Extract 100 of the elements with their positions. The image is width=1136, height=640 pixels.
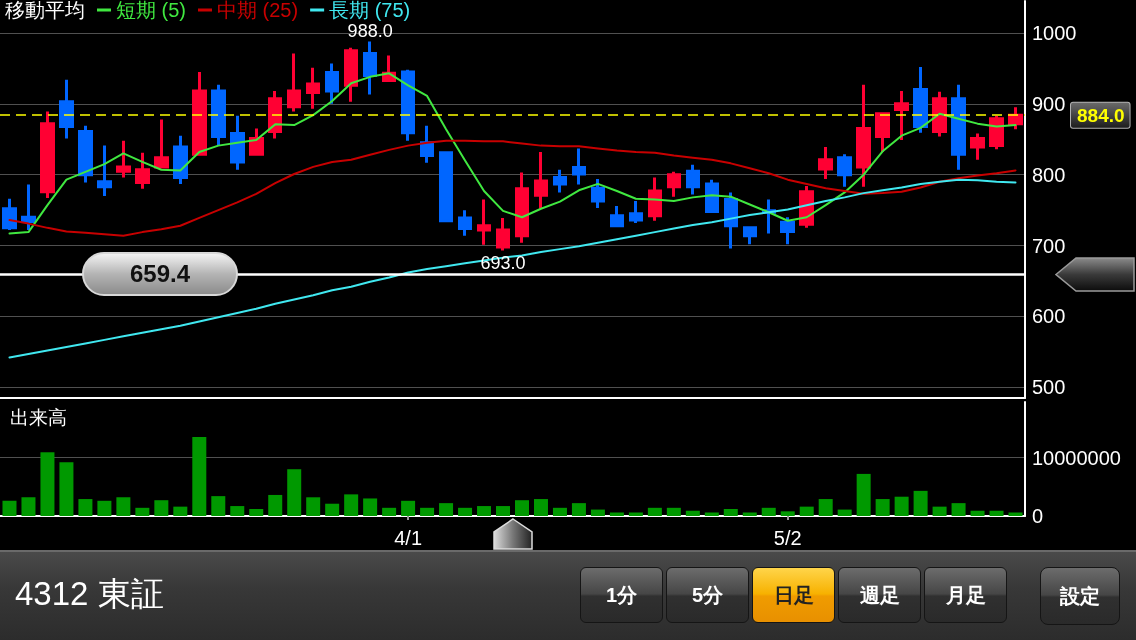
bar — [401, 500, 416, 516]
candlestick — [192, 71, 207, 156]
candlestick — [989, 115, 1004, 150]
annotation: 988.0 — [347, 21, 393, 42]
bar — [533, 499, 548, 516]
bar — [78, 499, 93, 516]
candlestick — [230, 115, 245, 170]
bar — [685, 510, 700, 516]
bar — [704, 512, 719, 516]
button: 1分 — [580, 567, 663, 623]
bar — [1008, 512, 1023, 516]
button: 週足 — [838, 567, 921, 623]
candlestick — [534, 152, 548, 209]
bar — [135, 507, 150, 516]
bar — [590, 509, 605, 516]
bar — [723, 508, 738, 516]
bar — [894, 496, 909, 516]
bar — [344, 494, 359, 516]
text: 4312 東証 — [15, 574, 164, 614]
line-series — [8, 72, 1017, 235]
candlestick — [610, 205, 624, 228]
bar — [97, 500, 112, 516]
bar — [875, 499, 890, 516]
candlestick — [951, 84, 966, 170]
candlestick — [344, 47, 358, 102]
candlestick — [477, 199, 491, 245]
candlestick — [686, 164, 700, 195]
candlestick — [932, 91, 947, 137]
bar — [230, 506, 245, 516]
bar — [742, 512, 757, 516]
candlestick — [78, 125, 93, 183]
bar — [989, 510, 1004, 516]
y-tick-label: 500 — [1032, 376, 1066, 399]
x-tick-label: 5/2 — [773, 527, 802, 549]
candlestick — [211, 84, 226, 145]
bar — [211, 496, 226, 516]
candlestick — [875, 112, 890, 152]
candlestick — [894, 91, 909, 140]
bar — [799, 506, 814, 516]
candlestick — [724, 192, 738, 249]
y-tick-label: 0 — [1032, 505, 1044, 527]
candlestick — [837, 154, 852, 187]
legend-title: 移動平均 — [5, 0, 85, 21]
bar — [666, 507, 681, 516]
candlestick — [2, 198, 17, 230]
candlestick — [913, 66, 928, 133]
candlestick — [970, 133, 985, 160]
y-tick-label: 700 — [1032, 234, 1066, 257]
candlestick — [648, 177, 662, 221]
candlestick — [572, 148, 586, 185]
bar — [609, 512, 624, 516]
bar — [647, 507, 662, 516]
bar — [477, 506, 492, 516]
bar — [913, 490, 928, 516]
candlestick — [287, 53, 301, 112]
button: 設定 — [1040, 567, 1120, 625]
bar — [40, 452, 55, 516]
candlestick — [496, 217, 510, 251]
bar — [496, 506, 511, 516]
ref-line-label: 659.4 — [129, 260, 191, 287]
candlestick — [591, 178, 605, 209]
y-tick-label: 600 — [1032, 305, 1066, 328]
candlestick — [59, 79, 74, 139]
candlestick — [780, 217, 795, 245]
legend-label: 長期 (75) — [329, 0, 411, 21]
candlestick — [667, 171, 681, 197]
y-tick-label: 10000000 — [1032, 446, 1121, 469]
bar — [970, 510, 985, 516]
bar — [306, 497, 321, 516]
candlestick — [705, 179, 719, 214]
candlestick — [21, 184, 36, 230]
candlestick — [363, 41, 377, 95]
bar — [818, 499, 833, 516]
bar — [780, 511, 795, 516]
annotation: 693.0 — [480, 252, 526, 273]
bar — [571, 503, 586, 516]
ref-line-label: 884.0 — [1077, 104, 1125, 126]
bar — [249, 508, 264, 516]
candlestick — [856, 84, 871, 187]
candlestick — [401, 69, 415, 141]
bar — [268, 494, 283, 516]
bar — [154, 500, 169, 516]
candlestick — [743, 226, 757, 246]
bar — [439, 503, 454, 516]
line-series — [8, 178, 1017, 359]
bar — [363, 498, 378, 516]
candlestick — [173, 135, 188, 184]
button: 日足 — [752, 567, 835, 623]
x-tick-label: 4/1 — [394, 527, 423, 549]
bar — [761, 507, 776, 516]
bar — [951, 503, 966, 516]
bar — [173, 506, 188, 516]
bar — [21, 497, 36, 516]
chart-title: 出来高 — [10, 407, 67, 428]
candlestick — [135, 152, 150, 189]
candlestick — [420, 125, 434, 163]
candlestick — [629, 200, 643, 223]
candlestick — [325, 63, 339, 104]
legend-label: 中期 (25) — [217, 0, 299, 21]
candlestick — [553, 169, 567, 193]
